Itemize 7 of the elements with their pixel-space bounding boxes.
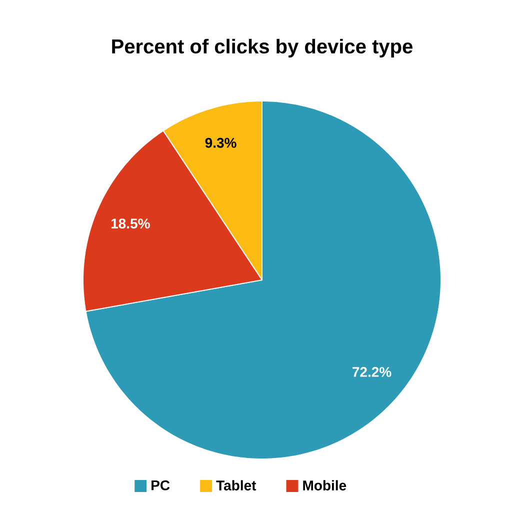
legend-label: Tablet <box>216 480 256 490</box>
legend-label: PC <box>152 480 170 490</box>
legend-label: Mobile <box>303 480 346 490</box>
chart-title: Percent of clicks by device type <box>112 38 412 58</box>
data-label: 9.3% <box>205 138 236 148</box>
data-label: 18.5% <box>111 218 150 228</box>
data-label: 72.2% <box>352 367 392 377</box>
